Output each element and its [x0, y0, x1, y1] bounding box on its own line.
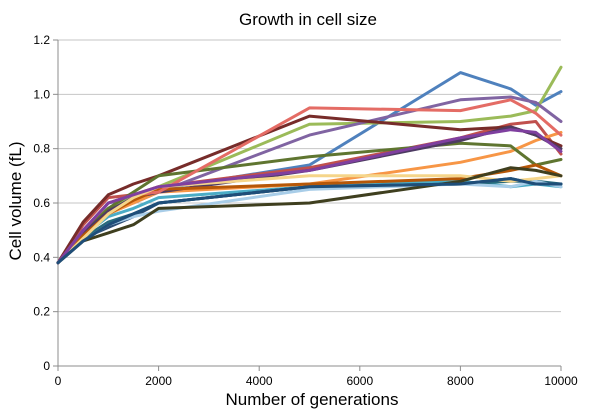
- series-lines: [56, 65, 563, 265]
- x-axis-title: Number of generations: [226, 390, 399, 409]
- series-line-16: [56, 166, 563, 265]
- axes: [53, 39, 562, 371]
- x-tick-label: 8000: [447, 374, 474, 388]
- y-tick-label: 0.4: [33, 250, 50, 264]
- x-tick-label: 6000: [346, 374, 373, 388]
- y-axis-title: Cell volume (fL): [6, 141, 25, 260]
- y-tick-label: 0.8: [33, 142, 50, 156]
- series-line-18: [56, 177, 563, 265]
- series-line-17: [56, 128, 563, 265]
- y-tick-label: 0.6: [33, 196, 50, 210]
- x-tick-label: 10000: [544, 374, 578, 388]
- x-tick-label: 2000: [145, 374, 172, 388]
- chart-title: Growth in cell size: [239, 10, 377, 29]
- y-tick-label: 1.2: [33, 33, 50, 47]
- x-tick-label: 0: [55, 374, 62, 388]
- x-tick-label: 4000: [246, 374, 273, 388]
- y-tick-label: 0.2: [33, 305, 50, 319]
- y-tick-label: 1.0: [33, 87, 50, 101]
- y-tick-label: 0: [43, 359, 50, 373]
- tick-labels: 0 0.2 0.4 0.6 0.8 1.0 1.2 0 2000 4000 6000 8000 1000…: [33, 33, 578, 388]
